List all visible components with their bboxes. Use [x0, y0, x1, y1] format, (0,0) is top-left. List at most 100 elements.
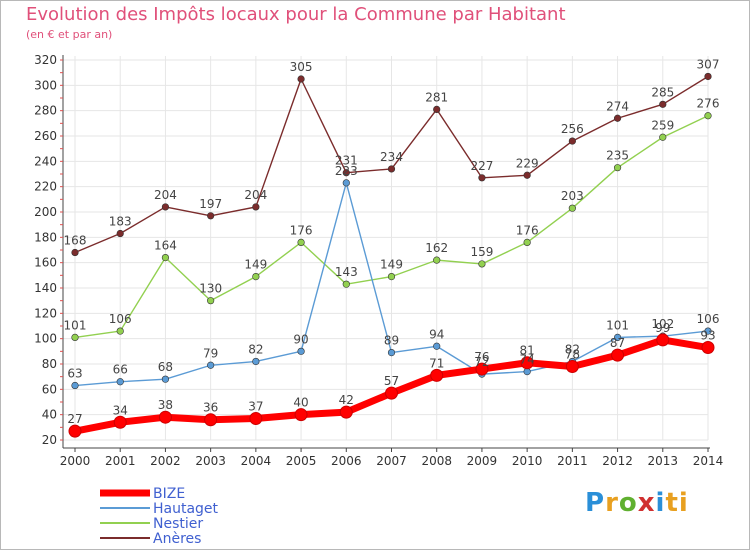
data-point	[385, 386, 398, 400]
x-tick-label: 2008	[421, 454, 452, 468]
data-point	[116, 229, 124, 238]
data-label: 229	[516, 156, 539, 170]
y-tick-label: 120	[34, 306, 57, 320]
data-label: 76	[474, 350, 489, 364]
data-label: 37	[248, 399, 263, 413]
x-tick-label: 2005	[286, 454, 317, 468]
data-point	[294, 408, 308, 422]
data-point	[611, 348, 625, 362]
chart-subtitle: (en € et par an)	[26, 28, 113, 41]
data-label: 285	[651, 85, 674, 99]
data-point	[613, 333, 622, 342]
y-tick-label: 280	[34, 104, 57, 118]
legend-label: Nestier	[153, 516, 203, 532]
data-label: 90	[293, 332, 308, 346]
y-tick-label: 260	[34, 129, 57, 143]
y-tick-label: 300	[34, 78, 57, 92]
data-label: 71	[429, 356, 444, 370]
data-label: 176	[290, 223, 313, 237]
data-point	[387, 165, 396, 173]
data-label: 40	[293, 396, 308, 410]
data-point	[387, 273, 396, 281]
data-point	[568, 137, 576, 145]
legend-label: Anères	[153, 531, 201, 547]
data-point	[252, 273, 260, 281]
data-label: 234	[380, 150, 403, 164]
data-point	[704, 327, 712, 335]
data-label: 106	[697, 312, 720, 326]
data-point	[116, 327, 124, 335]
data-label: 63	[67, 367, 82, 381]
data-label: 164	[154, 239, 177, 253]
data-point	[113, 415, 127, 429]
y-tick-label: 140	[34, 281, 57, 295]
data-point	[656, 333, 670, 347]
data-label: 102	[651, 317, 674, 331]
data-label: 159	[470, 245, 493, 259]
data-point	[252, 357, 260, 366]
x-tick-label: 2010	[512, 454, 543, 468]
data-label: 176	[516, 223, 539, 237]
data-point	[207, 297, 215, 305]
x-tick-label: 2014	[693, 454, 724, 468]
data-point	[704, 72, 712, 81]
data-point	[478, 260, 486, 268]
y-tick-label: 60	[42, 382, 57, 396]
data-label: 274	[606, 99, 629, 113]
data-point	[71, 248, 79, 257]
data-label: 276	[697, 97, 720, 111]
data-point	[297, 347, 305, 355]
data-point	[478, 174, 486, 182]
data-point	[387, 349, 396, 357]
data-label: 223	[335, 164, 358, 178]
data-label: 87	[610, 336, 625, 350]
y-tick-label: 100	[34, 332, 57, 346]
x-tick-label: 2011	[557, 454, 588, 468]
data-point	[207, 212, 215, 220]
data-label: 143	[335, 265, 358, 279]
data-label: 204	[154, 188, 177, 202]
x-tick-label: 2002	[150, 454, 181, 468]
data-label: 307	[697, 57, 720, 71]
data-label: 89	[384, 334, 399, 348]
data-point	[433, 256, 441, 264]
data-point	[565, 360, 579, 374]
y-tick-label: 180	[34, 230, 57, 244]
data-point	[342, 169, 350, 177]
data-point	[204, 413, 218, 427]
x-tick-label: 2009	[467, 454, 498, 468]
x-tick-label: 2004	[241, 454, 272, 468]
data-point	[433, 105, 441, 113]
data-point	[523, 171, 531, 179]
data-label: 74	[520, 353, 535, 367]
data-point	[71, 381, 79, 390]
data-label: 79	[203, 346, 218, 360]
data-point	[430, 368, 444, 382]
data-label: 259	[651, 118, 674, 132]
data-label: 227	[470, 159, 493, 173]
x-tick-label: 2006	[331, 454, 362, 468]
data-label: 183	[109, 215, 132, 229]
data-label: 281	[425, 90, 448, 104]
data-label: 130	[199, 282, 222, 296]
data-point	[158, 410, 172, 424]
y-tick-label: 80	[42, 357, 57, 371]
data-label: 106	[109, 312, 132, 326]
data-point	[568, 204, 576, 212]
data-point	[613, 114, 622, 122]
data-label: 204	[244, 188, 267, 202]
data-label: 235	[606, 149, 629, 163]
y-tick-label: 200	[34, 205, 57, 219]
data-point	[520, 356, 534, 370]
data-label: 82	[248, 342, 263, 356]
data-point	[207, 361, 215, 369]
data-label: 99	[655, 321, 670, 335]
y-tick-label: 20	[42, 433, 57, 447]
data-label: 305	[290, 60, 313, 74]
data-point	[523, 368, 531, 376]
data-label: 72	[474, 355, 489, 369]
data-label: 66	[113, 363, 128, 377]
data-point	[161, 375, 170, 383]
proxiti-logo: Proxiti	[585, 488, 689, 518]
